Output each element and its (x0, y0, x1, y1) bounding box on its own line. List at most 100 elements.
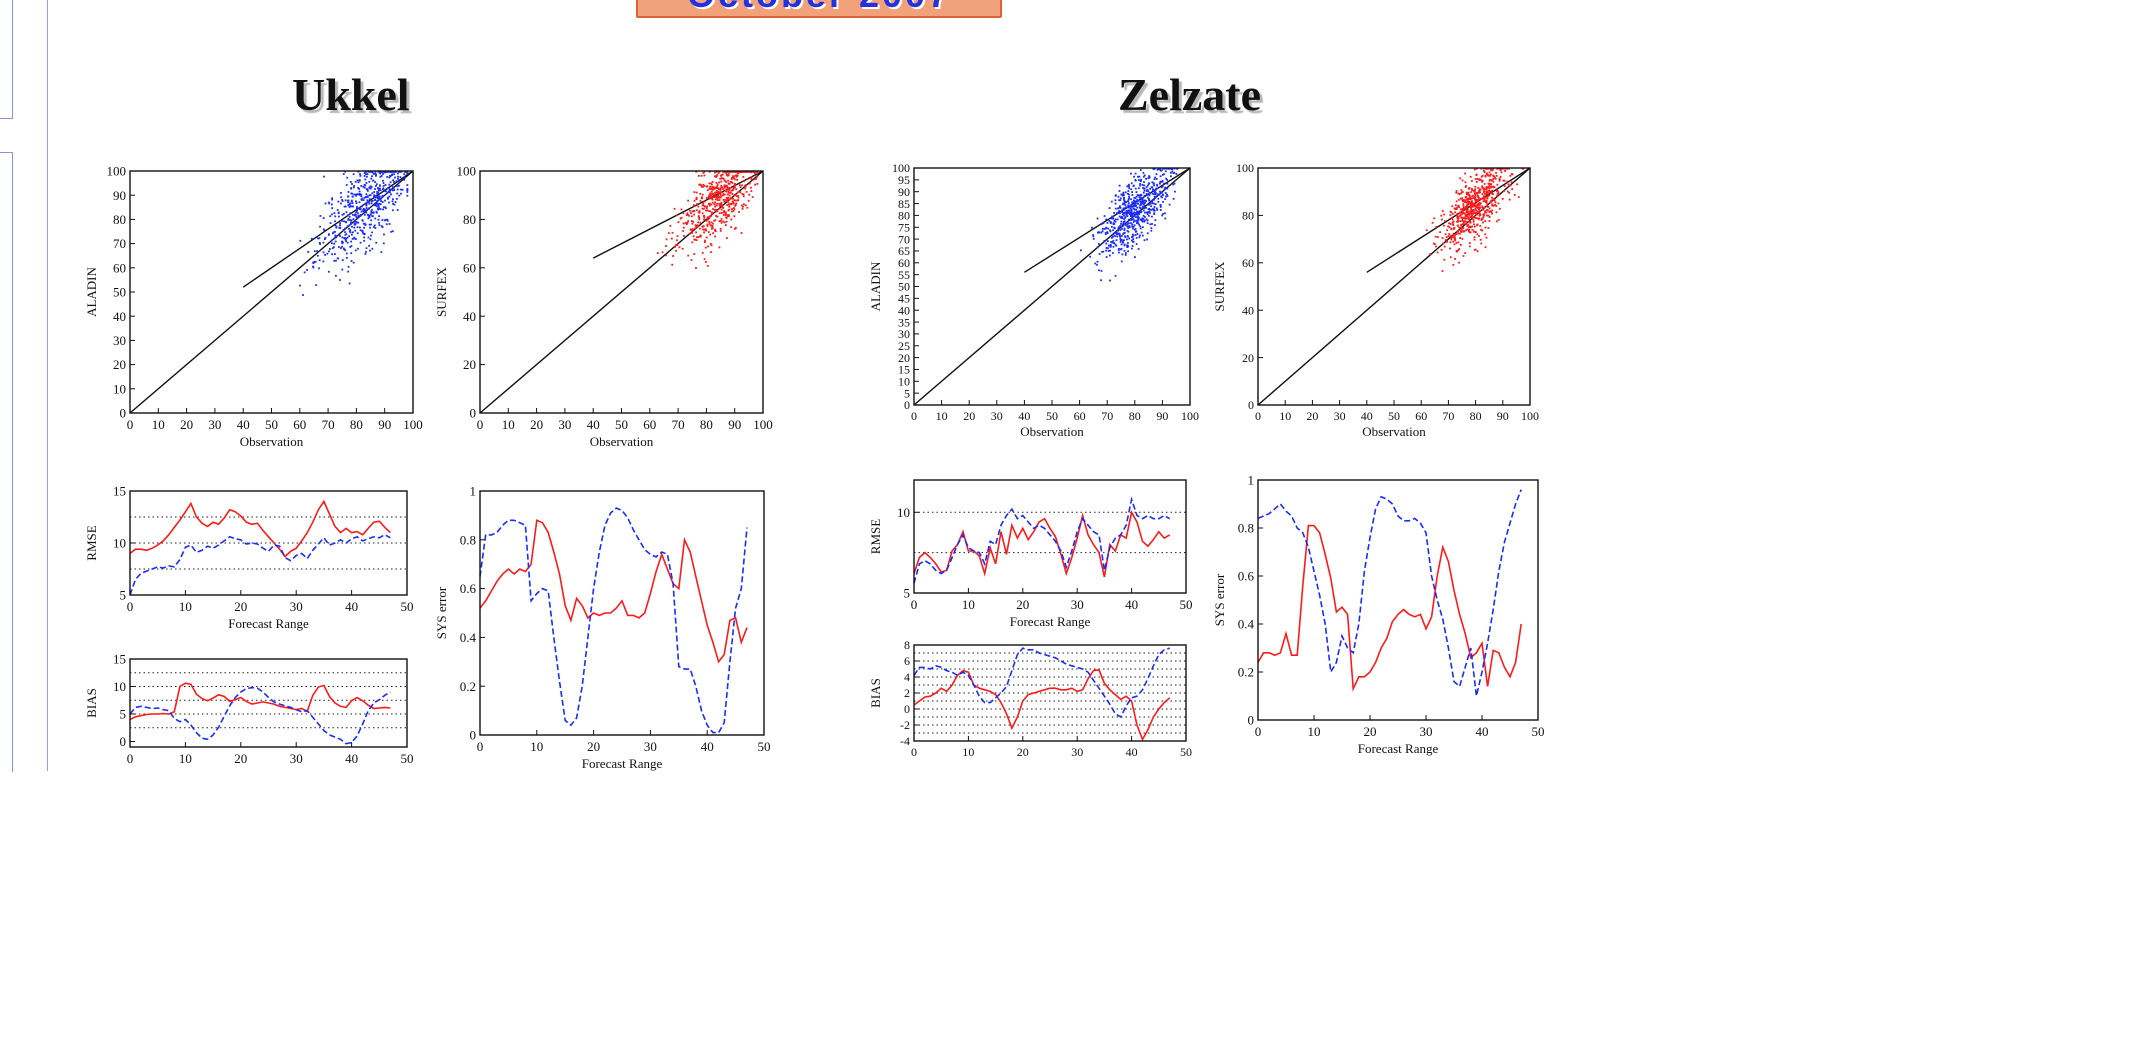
scatter-point (1105, 227, 1107, 230)
scatter-point (328, 202, 331, 205)
scatter-point (1468, 245, 1471, 248)
scatter-point (368, 194, 371, 197)
y-axis-label: BIAS (868, 678, 883, 708)
scatter-point (1147, 196, 1149, 199)
scatter-point (1103, 228, 1106, 230)
scatter-point (341, 236, 344, 239)
scatter-point (1475, 198, 1478, 201)
scatter-point (1494, 203, 1496, 206)
scatter-point (365, 170, 368, 173)
scatter-point (720, 204, 723, 207)
scatter-point (1451, 235, 1454, 238)
scatter-point (340, 196, 343, 199)
scatter-point (1102, 250, 1105, 253)
scatter-point (1121, 213, 1124, 216)
x-tick-label: 40 (1018, 409, 1030, 423)
scatter-point (323, 229, 326, 232)
scatter-point (1429, 253, 1431, 256)
scatter-point (1134, 219, 1137, 222)
scatter-point (736, 178, 739, 181)
scatter-point (730, 181, 733, 183)
scatter-point (1123, 218, 1125, 220)
scatter-point (369, 238, 372, 241)
scatter-point (1436, 251, 1439, 254)
scatter-point (1476, 199, 1479, 202)
scatter-point (358, 201, 361, 204)
x-tick-label: 70 (1101, 409, 1113, 423)
scatter-point (1498, 178, 1501, 181)
scatter-point (1130, 236, 1133, 239)
scatter-point (731, 193, 734, 195)
scatter-point (1131, 212, 1134, 215)
scatter-point (727, 188, 730, 191)
scatter-point (1488, 194, 1491, 197)
scatter-point (1139, 201, 1142, 204)
scatter-point (1448, 233, 1451, 235)
scatter-point (1466, 208, 1469, 211)
scatter-point (1119, 225, 1121, 227)
zelzate-surfex-scatter-chart: 0 10 20 30 40 50 60 70 80 90 100020406080100Observ… (1212, 161, 1539, 439)
scatter-point (735, 170, 738, 173)
scatter-point (1143, 219, 1146, 222)
scatter-point (1460, 211, 1463, 213)
scatter-point (1488, 171, 1491, 174)
scatter-point (1487, 227, 1490, 229)
scatter-point (712, 193, 715, 196)
scatter-point (345, 237, 348, 240)
scatter-point (1459, 230, 1462, 232)
x-tick-label: 90 (1156, 409, 1168, 423)
x-tick-label: 80 (1470, 409, 1482, 423)
scatter-point (1476, 204, 1479, 207)
scatter-point (374, 181, 377, 183)
scatter-point (356, 216, 359, 219)
scatter-point (719, 177, 722, 180)
scatter-point (717, 191, 720, 194)
scatter-point (704, 239, 706, 242)
scatter-point (703, 216, 706, 219)
scatter-point (1481, 185, 1484, 188)
scatter-point (358, 190, 361, 193)
scatter-point (1090, 226, 1093, 229)
scatter-point (1151, 202, 1154, 205)
scatter-point (731, 200, 734, 203)
x-tick-label: 20 (587, 739, 600, 754)
scatter-point (708, 221, 711, 223)
scatter-point (718, 196, 721, 198)
scatter-point (406, 191, 409, 193)
scatter-point (1492, 177, 1495, 180)
scatter-point (675, 249, 677, 252)
scatter-point (395, 180, 398, 183)
scatter-point (1153, 198, 1156, 201)
scatter-point (1143, 181, 1145, 183)
x-tick-label: 0 (127, 751, 134, 766)
scatter-point (1133, 215, 1136, 218)
scatter-point (1163, 173, 1165, 176)
scatter-point (331, 247, 334, 250)
scatter-point (1476, 233, 1479, 236)
scatter-point (312, 261, 315, 264)
scatter-point (377, 196, 379, 199)
scatter-point (1461, 219, 1464, 222)
scatter-point (1150, 229, 1153, 232)
scatter-point (369, 170, 371, 173)
scatter-point (1454, 208, 1457, 210)
scatter-point (353, 222, 356, 225)
scatter-point (1150, 227, 1153, 229)
scatter-point (1439, 231, 1441, 234)
scatter-point (1134, 197, 1137, 200)
scatter-point (406, 170, 409, 173)
y-tick-label: 60 (1242, 256, 1254, 270)
scatter-point (1466, 200, 1469, 203)
y-tick-label: 30 (898, 327, 910, 341)
scatter-point (1136, 213, 1139, 216)
scatter-point (685, 214, 688, 216)
scatter-point (1470, 200, 1473, 203)
scatter-point (721, 177, 724, 180)
scatter-point (1120, 260, 1123, 263)
scatter-point (329, 248, 331, 250)
scatter-point (349, 246, 352, 248)
scatter-point (317, 237, 319, 240)
scatter-point (1148, 194, 1151, 197)
